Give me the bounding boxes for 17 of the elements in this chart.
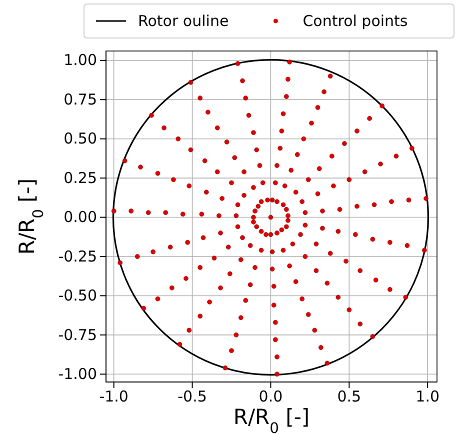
x-tick-label: -1.0 [99, 388, 128, 406]
x-tick-label: 0.0 [258, 388, 283, 406]
y-tick-label: 0.25 [64, 168, 97, 187]
y-tick-label: 1.00 [64, 51, 97, 70]
y-tick-label: -0.25 [58, 247, 97, 266]
y-tick-label: 0.00 [64, 208, 97, 226]
x-tick-label: -0.5 [178, 388, 207, 406]
y-tick-label: -0.75 [58, 326, 97, 344]
legend-label: Control points [302, 12, 408, 30]
y-tick-label: -0.50 [58, 286, 97, 305]
legend-label: Rotor ouline [138, 12, 229, 30]
y-tick-label: 0.50 [64, 130, 97, 148]
x-axis-title: R/R$_{0}$ [-] [233, 405, 310, 434]
x-tick-label: 0.5 [337, 388, 362, 406]
y-tick-label: -1.00 [58, 364, 97, 383]
x-tick-label: 1.0 [416, 388, 440, 406]
y-tick-label: 0.75 [64, 90, 97, 108]
